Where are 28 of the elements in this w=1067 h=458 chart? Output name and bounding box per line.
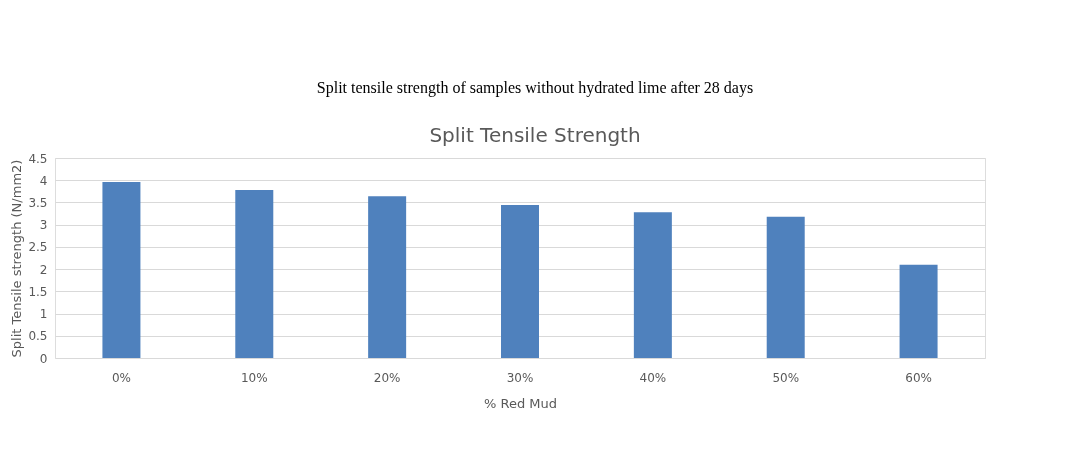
bar xyxy=(633,212,672,358)
bar xyxy=(766,216,805,358)
y-tick-label: 3 xyxy=(39,218,48,233)
x-axis-title: % Red Mud xyxy=(483,395,558,411)
y-axis-title: Split Tensile strength (N/mm2) xyxy=(9,159,25,358)
y-tick-label: 1.5 xyxy=(28,284,48,299)
y-tick-label: 2 xyxy=(39,262,48,277)
bar xyxy=(368,196,407,358)
bar xyxy=(899,264,938,358)
x-tick-label: 50% xyxy=(772,370,800,385)
y-tick-label: 4 xyxy=(39,173,48,188)
bar xyxy=(501,205,539,358)
x-tick-label: 10% xyxy=(240,370,268,385)
x-tick-label: 20% xyxy=(373,370,401,385)
y-tick-label: 4.5 xyxy=(28,151,48,166)
y-tick-label: 1 xyxy=(39,307,48,322)
y-tick-label: 0 xyxy=(39,351,48,366)
bar xyxy=(102,182,141,358)
y-tick-label: 2.5 xyxy=(28,240,48,255)
x-tick-label: 30% xyxy=(506,370,534,385)
x-tick-label: 60% xyxy=(905,370,932,385)
text: Split tensile strength of samples without hydrated lime after 28 days xyxy=(316,79,754,97)
x-tick-label: 40% xyxy=(639,370,667,385)
chart-title: Split Tensile Strength xyxy=(429,123,641,147)
x-tick-label: 0% xyxy=(111,370,131,385)
y-tick-label: 0.5 xyxy=(28,329,48,344)
y-tick-label: 3.5 xyxy=(28,195,48,210)
bar xyxy=(235,190,274,358)
